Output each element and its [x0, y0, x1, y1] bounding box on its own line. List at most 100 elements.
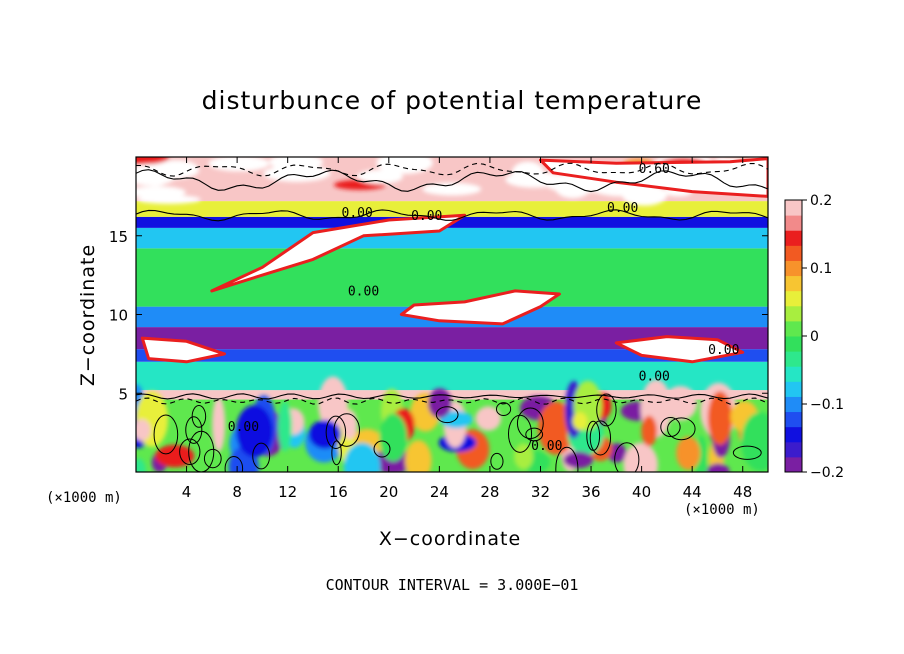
x-tick-label-0: 4 [182, 483, 192, 501]
upper-cell-29 [263, 164, 331, 182]
upper-cell-17 [136, 157, 170, 165]
y-tick-label-0: 5 [118, 385, 128, 403]
upper-cell-22 [554, 176, 592, 199]
contour-label-group: 0.00 0.00 0.00 0.60 0.00 0.00 0.00 0.00 0.00 [228, 162, 740, 454]
contour-loop-9 [435, 406, 459, 424]
upper-layer [136, 157, 768, 206]
turbulent-cell-55 [741, 412, 768, 472]
contour-loop-0 [325, 415, 347, 449]
contour-upper-2 [136, 162, 768, 177]
upper-cell-25 [136, 164, 177, 186]
colorbar-step-2 [785, 426, 802, 443]
colorbar-step-8 [785, 336, 802, 352]
contour-loop-25 [331, 440, 342, 466]
contour-loop-17 [555, 446, 579, 472]
turbulent-cell-66 [641, 415, 657, 447]
contour-loop-22 [252, 442, 271, 470]
contour-label-4: 0.00 [348, 285, 379, 300]
contour-lower-0 [136, 397, 768, 405]
turbulent-cell-50 [136, 458, 146, 472]
potential-temperature-field [136, 157, 768, 472]
contour-upper-1 [136, 169, 768, 193]
plume-3 [140, 336, 226, 364]
colorbar-tick-label-1: 0.1 [810, 261, 832, 277]
colorbar-step-15 [785, 230, 802, 246]
contour-loop-11 [732, 445, 762, 460]
colorbar-step-3 [785, 411, 802, 428]
x-unit-right: (×1000 m) [684, 502, 760, 518]
field-band-2 [136, 361, 768, 391]
colorbar-step-14 [785, 245, 802, 261]
field-band-9 [136, 201, 768, 217]
x-tick-label-9: 40 [632, 483, 651, 501]
turbulent-cell-43 [136, 419, 151, 442]
turbulent-cell-49 [427, 388, 452, 419]
upper-cell-28 [422, 182, 482, 196]
plume-0 [210, 213, 467, 293]
colorbar-tick-label-0: 0.2 [810, 193, 832, 209]
field-band-1 [136, 390, 768, 400]
turbulent-cell-69 [514, 443, 534, 470]
colorbar-step-12 [785, 275, 802, 292]
x-tick-label-8: 36 [581, 483, 600, 501]
contour-loop-15 [496, 402, 512, 417]
x-tick-label-3: 16 [329, 483, 348, 501]
contour-loop-8 [507, 414, 533, 453]
field-band-6 [136, 248, 768, 307]
y-axis-label: Z−coordinate [77, 243, 99, 387]
colorbar-tick-label-4: −0.2 [810, 465, 844, 481]
x-axis: 4 8 12 16 20 24 28 32 36 40 44 48 [182, 157, 752, 501]
x-unit-left: (×1000 m) [46, 490, 122, 506]
contour-upper-0 [136, 209, 768, 222]
colorbar-step-9 [785, 320, 802, 337]
contour-label-3: 0.60 [639, 162, 670, 177]
y-axis: 5 10 15 [109, 228, 768, 403]
colorbar-step-6 [785, 366, 802, 382]
contour-loop-4 [224, 455, 244, 472]
upper-cell-23 [208, 157, 270, 172]
contour-loop-2 [333, 413, 360, 447]
colorbar-step-7 [785, 351, 802, 367]
contour-label-6: 0.00 [639, 370, 670, 385]
turbulent-cell-63 [706, 463, 730, 472]
contour-label-2: 0.00 [607, 201, 638, 216]
colorbar-step-13 [785, 260, 802, 277]
x-tick-label-4: 20 [379, 483, 398, 501]
colorbar-tick-label-3: −0.1 [810, 397, 844, 413]
x-tick-label-6: 28 [480, 483, 499, 501]
upper-cell-27 [357, 169, 403, 184]
colorbar: 0.2 0.1 0 −0.1 −0.2 [784, 193, 844, 481]
turbulent-cell-36 [404, 440, 432, 472]
x-tick-label-7: 32 [531, 483, 550, 501]
colorbar-step-1 [785, 441, 802, 458]
x-axis-label: X−coordinate [378, 528, 522, 550]
turbulent-cell-56 [343, 442, 381, 472]
contour-loop-21 [596, 393, 617, 427]
contour-loop-24 [179, 438, 201, 466]
turbulent-cell-65 [563, 451, 594, 469]
turbulent-cell-29 [663, 385, 698, 421]
contour-loop-10 [516, 407, 544, 440]
contour-loop-7 [203, 448, 222, 469]
plume-2 [614, 335, 745, 364]
contour-loop-1 [490, 452, 504, 470]
contour-loop-23 [153, 414, 179, 455]
turbulent-cell-68 [572, 412, 588, 431]
colorbar-tick-label-2: 0 [810, 329, 819, 345]
turbulent-cell-46 [155, 444, 195, 468]
field-band-4 [136, 327, 768, 350]
contour-loop-14 [614, 442, 640, 472]
x-tick-label-10: 44 [683, 483, 702, 501]
y-tick-label-2: 15 [109, 228, 128, 246]
colorbar-step-0 [785, 456, 802, 473]
contour-loop-3 [373, 440, 391, 458]
turbulent-cell-39 [277, 401, 293, 452]
contour-loop-5 [185, 416, 203, 444]
contour-loop-18 [660, 417, 681, 438]
turbulent-cell-38 [308, 420, 341, 449]
contour-label-5: 0.00 [708, 343, 739, 358]
turbulent-cell-28 [212, 396, 226, 452]
turbulent-cell-58 [623, 442, 658, 472]
contour-loop-19 [525, 427, 544, 442]
